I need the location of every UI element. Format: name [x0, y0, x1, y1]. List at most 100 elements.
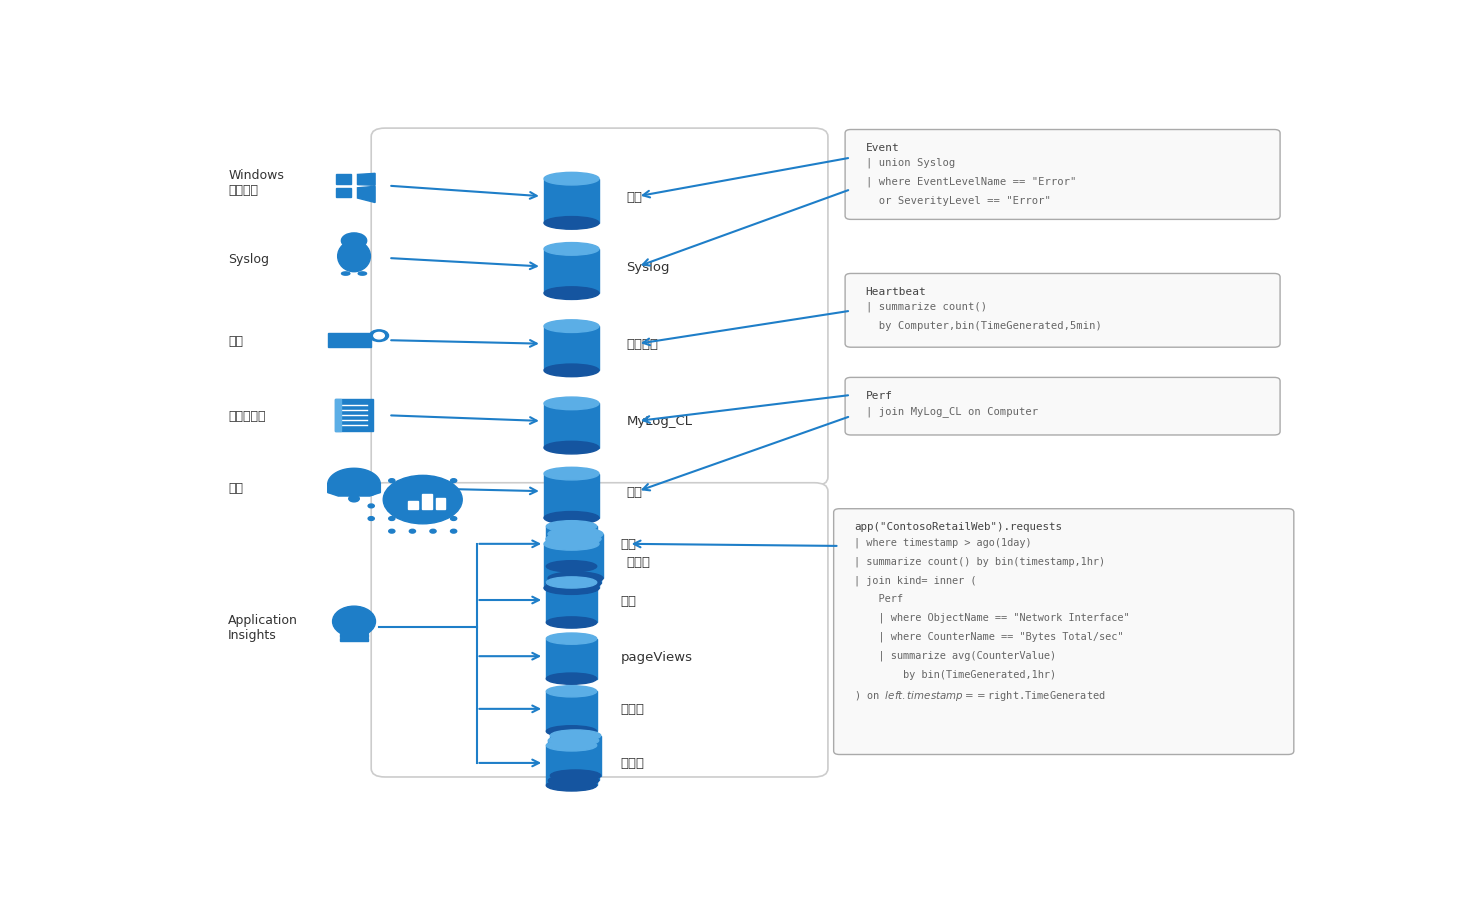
Ellipse shape	[546, 521, 597, 532]
Ellipse shape	[546, 780, 597, 791]
Circle shape	[430, 529, 436, 534]
Text: Application
Insights: Application Insights	[227, 613, 298, 641]
Polygon shape	[548, 535, 603, 578]
Text: 性能: 性能	[626, 486, 642, 498]
Circle shape	[369, 331, 388, 343]
Ellipse shape	[546, 578, 597, 589]
FancyBboxPatch shape	[371, 483, 829, 777]
Text: | summarize count() by bin(timestamp,1hr): | summarize count() by bin(timestamp,1hr…	[854, 556, 1105, 566]
FancyBboxPatch shape	[833, 509, 1294, 754]
Polygon shape	[544, 250, 600, 294]
Circle shape	[368, 517, 374, 521]
Ellipse shape	[546, 533, 601, 546]
Text: 检测信号: 检测信号	[626, 338, 659, 351]
Ellipse shape	[332, 607, 375, 637]
Circle shape	[450, 517, 456, 521]
Polygon shape	[546, 639, 597, 679]
Ellipse shape	[546, 633, 597, 645]
Circle shape	[349, 496, 359, 502]
Ellipse shape	[544, 512, 600, 525]
Text: Perf: Perf	[854, 593, 904, 603]
Text: ) on $left.timestamp == $right.TimeGenerated: ) on $left.timestamp == $right.TimeGener…	[854, 688, 1106, 702]
Ellipse shape	[546, 686, 597, 697]
Polygon shape	[335, 400, 374, 432]
Ellipse shape	[544, 537, 600, 550]
Polygon shape	[544, 544, 600, 589]
Ellipse shape	[546, 673, 597, 684]
Ellipse shape	[548, 528, 603, 541]
Polygon shape	[546, 583, 597, 623]
Polygon shape	[340, 630, 368, 633]
Circle shape	[450, 529, 456, 534]
Text: pageViews: pageViews	[620, 650, 693, 663]
Text: | summarize avg(CounterValue): | summarize avg(CounterValue)	[854, 650, 1056, 660]
Text: 其他表: 其他表	[620, 757, 645, 770]
Ellipse shape	[548, 775, 598, 786]
Circle shape	[450, 479, 456, 483]
Polygon shape	[335, 175, 350, 184]
Polygon shape	[546, 745, 597, 785]
FancyBboxPatch shape	[371, 129, 829, 486]
Text: 其他表: 其他表	[626, 556, 650, 568]
Ellipse shape	[544, 218, 600, 230]
Text: Windows
事件日志: Windows 事件日志	[227, 169, 284, 197]
Text: MyLog_CL: MyLog_CL	[626, 415, 693, 428]
Ellipse shape	[551, 730, 601, 742]
Ellipse shape	[341, 233, 366, 249]
Circle shape	[388, 479, 394, 483]
Polygon shape	[546, 539, 601, 584]
Circle shape	[368, 492, 374, 496]
Polygon shape	[335, 189, 350, 198]
Text: 事件: 事件	[626, 190, 642, 203]
Circle shape	[374, 333, 384, 340]
Text: 代理: 代理	[227, 334, 244, 347]
Ellipse shape	[544, 582, 600, 595]
Ellipse shape	[548, 735, 598, 746]
Ellipse shape	[546, 617, 597, 629]
Text: 依赖项: 依赖项	[620, 702, 645, 715]
Polygon shape	[328, 493, 381, 496]
Polygon shape	[548, 741, 598, 781]
Polygon shape	[357, 174, 375, 186]
Circle shape	[383, 476, 462, 524]
Circle shape	[409, 529, 415, 534]
Polygon shape	[422, 495, 431, 509]
Circle shape	[388, 529, 394, 534]
Circle shape	[388, 517, 394, 521]
Text: Syslog: Syslog	[227, 252, 269, 265]
Ellipse shape	[544, 243, 600, 256]
Polygon shape	[544, 474, 600, 518]
Text: | where ObjectName == "Network Interface": | where ObjectName == "Network Interface…	[854, 612, 1130, 623]
Ellipse shape	[546, 740, 597, 752]
Text: 指标: 指标	[227, 482, 244, 495]
Ellipse shape	[548, 572, 603, 585]
Ellipse shape	[546, 561, 597, 572]
Text: 请求: 请求	[620, 537, 637, 551]
Ellipse shape	[546, 726, 597, 737]
Ellipse shape	[544, 321, 600, 333]
Text: Event: Event	[866, 143, 899, 153]
Polygon shape	[544, 179, 600, 224]
Polygon shape	[340, 639, 368, 641]
Text: | summarize count(): | summarize count()	[866, 302, 987, 312]
Text: Perf: Perf	[866, 391, 892, 401]
Text: | where CounterName == "Bytes Total/sec": | where CounterName == "Bytes Total/sec"	[854, 631, 1124, 641]
FancyBboxPatch shape	[845, 130, 1281, 220]
Text: | union Syslog: | union Syslog	[866, 158, 956, 169]
Ellipse shape	[546, 578, 601, 589]
FancyBboxPatch shape	[845, 378, 1281, 435]
Polygon shape	[328, 469, 381, 493]
Ellipse shape	[544, 364, 600, 377]
Ellipse shape	[544, 442, 600, 455]
Polygon shape	[436, 498, 446, 509]
Polygon shape	[340, 635, 368, 637]
Polygon shape	[546, 527, 597, 567]
Circle shape	[368, 479, 374, 483]
Text: Heartbeat: Heartbeat	[866, 287, 926, 297]
Ellipse shape	[338, 241, 371, 272]
Ellipse shape	[359, 272, 366, 276]
Text: app("ContosoRetailWeb").requests: app("ContosoRetailWeb").requests	[854, 522, 1062, 532]
Text: or SeverityLevel == "Error": or SeverityLevel == "Error"	[866, 196, 1050, 206]
Text: Syslog: Syslog	[626, 261, 671, 273]
Ellipse shape	[544, 397, 600, 410]
